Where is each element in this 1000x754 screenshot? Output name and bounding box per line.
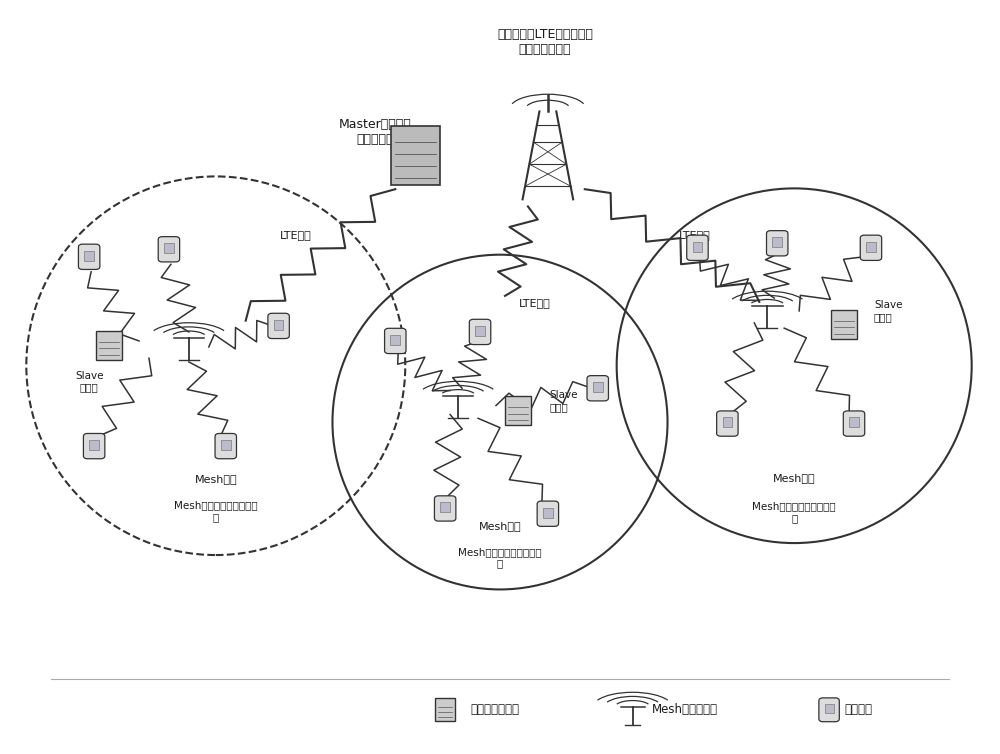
FancyBboxPatch shape — [78, 244, 100, 269]
FancyBboxPatch shape — [819, 698, 839, 722]
Text: Mesh网络: Mesh网络 — [479, 521, 521, 531]
Text: Slave
服务器: Slave 服务器 — [550, 391, 578, 412]
FancyBboxPatch shape — [274, 320, 283, 329]
FancyBboxPatch shape — [723, 418, 732, 428]
Text: 各子网通过LTE网络汇聚构
成频谱分配主网: 各子网通过LTE网络汇聚构 成频谱分配主网 — [497, 28, 593, 56]
Text: Master动态频谱
管理服务器: Master动态频谱 管理服务器 — [339, 118, 412, 146]
FancyBboxPatch shape — [825, 704, 834, 713]
FancyBboxPatch shape — [215, 434, 236, 458]
FancyBboxPatch shape — [89, 440, 99, 450]
Text: Slave
服务器: Slave 服务器 — [75, 371, 103, 393]
FancyBboxPatch shape — [475, 326, 485, 336]
Text: Slave
服务器: Slave 服务器 — [874, 300, 902, 322]
Text: LTE链路: LTE链路 — [280, 230, 311, 240]
Text: LTE链路: LTE链路 — [519, 298, 551, 308]
FancyBboxPatch shape — [164, 243, 174, 253]
FancyBboxPatch shape — [849, 418, 859, 428]
FancyBboxPatch shape — [843, 411, 865, 437]
FancyBboxPatch shape — [83, 434, 105, 458]
FancyBboxPatch shape — [831, 310, 857, 339]
FancyBboxPatch shape — [158, 237, 180, 262]
FancyBboxPatch shape — [767, 231, 788, 256]
FancyBboxPatch shape — [268, 313, 289, 339]
FancyBboxPatch shape — [537, 501, 559, 526]
FancyBboxPatch shape — [390, 335, 400, 345]
Text: Mesh网络: Mesh网络 — [773, 473, 815, 483]
Text: 无线终端: 无线终端 — [844, 703, 872, 716]
FancyBboxPatch shape — [221, 440, 231, 450]
FancyBboxPatch shape — [391, 126, 440, 185]
Text: Mesh网络: Mesh网络 — [194, 474, 237, 484]
FancyBboxPatch shape — [505, 396, 531, 425]
FancyBboxPatch shape — [435, 698, 455, 722]
FancyBboxPatch shape — [440, 502, 450, 512]
Text: Mesh网络构成频谱分配单
元: Mesh网络构成频谱分配单 元 — [174, 500, 258, 522]
FancyBboxPatch shape — [693, 241, 702, 252]
Text: 频谱管理服务器: 频谱管理服务器 — [470, 703, 519, 716]
FancyBboxPatch shape — [593, 382, 603, 392]
FancyBboxPatch shape — [860, 235, 882, 260]
FancyBboxPatch shape — [469, 319, 491, 345]
FancyBboxPatch shape — [866, 241, 876, 252]
FancyBboxPatch shape — [84, 250, 94, 261]
FancyBboxPatch shape — [587, 375, 608, 401]
Text: Mesh网络构成频谱分配单
元: Mesh网络构成频谱分配单 元 — [752, 501, 836, 523]
FancyBboxPatch shape — [543, 507, 553, 517]
FancyBboxPatch shape — [385, 328, 406, 354]
FancyBboxPatch shape — [687, 235, 708, 260]
FancyBboxPatch shape — [772, 237, 782, 247]
FancyBboxPatch shape — [96, 331, 122, 360]
Text: LTE链路: LTE链路 — [679, 230, 710, 240]
FancyBboxPatch shape — [717, 411, 738, 437]
Text: Mesh网络构成频谱分配单
元: Mesh网络构成频谱分配单 元 — [458, 547, 542, 569]
FancyBboxPatch shape — [434, 496, 456, 521]
Text: Mesh网汇聚节点: Mesh网汇聚节点 — [652, 703, 718, 716]
